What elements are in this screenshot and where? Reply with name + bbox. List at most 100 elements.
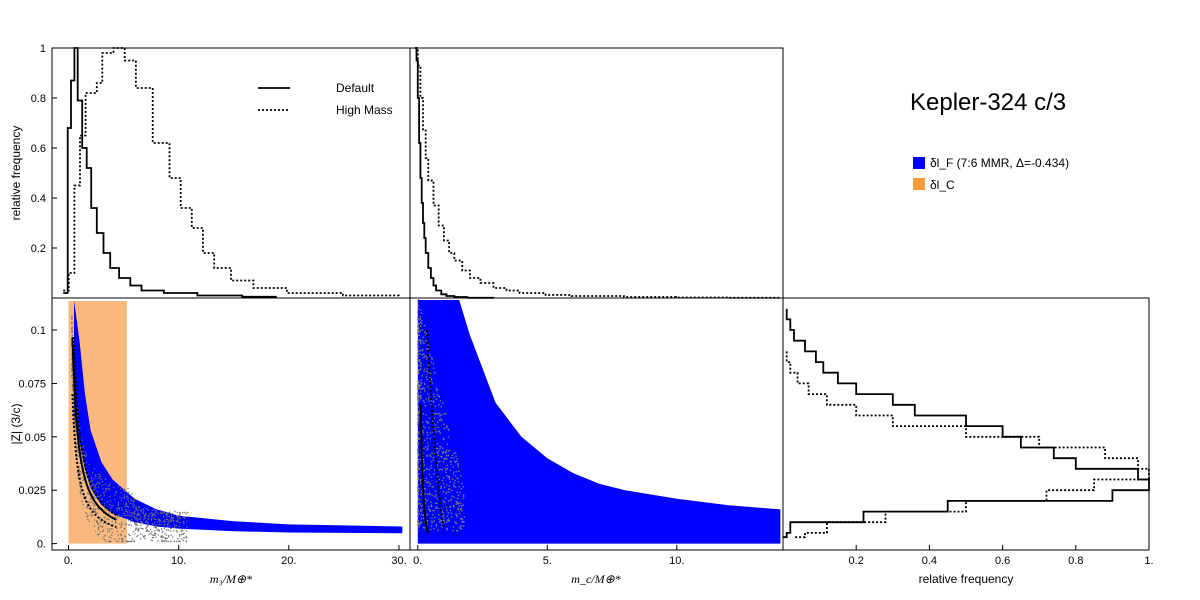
scatter-point bbox=[146, 530, 148, 532]
scatter-point bbox=[417, 510, 420, 512]
scatter-point bbox=[167, 540, 169, 543]
scatter-point bbox=[150, 528, 152, 531]
scatter-point bbox=[417, 325, 419, 327]
scatter-point bbox=[431, 356, 433, 359]
scatter-point bbox=[440, 487, 442, 490]
scatter-point bbox=[140, 538, 142, 540]
scatter-point bbox=[417, 432, 419, 435]
scatter-point bbox=[417, 451, 419, 453]
scatter-point bbox=[145, 508, 148, 510]
scatter-point bbox=[428, 468, 431, 471]
scatter-point bbox=[106, 523, 108, 525]
scatter-point bbox=[447, 518, 450, 520]
scatter-point bbox=[420, 365, 422, 368]
scatter-point bbox=[145, 521, 148, 523]
scatter-point bbox=[103, 522, 105, 524]
scatter-point bbox=[462, 497, 464, 500]
scatter-point bbox=[422, 526, 425, 529]
scatter-point bbox=[120, 499, 123, 501]
scatter-point bbox=[419, 391, 422, 393]
scatter-point bbox=[95, 483, 98, 485]
scatter-point bbox=[418, 467, 421, 470]
scatter-point bbox=[90, 476, 92, 478]
scatter-point bbox=[457, 507, 460, 509]
scatter-point bbox=[453, 504, 455, 507]
scatter-point bbox=[433, 520, 436, 522]
scatter-point bbox=[76, 446, 79, 448]
scatter-point bbox=[445, 449, 448, 451]
scatter-point bbox=[435, 431, 438, 433]
scatter-point bbox=[458, 526, 461, 529]
scatter-point bbox=[436, 443, 439, 445]
scatter-point bbox=[419, 341, 422, 344]
scatter-point bbox=[167, 513, 169, 515]
scatter-point bbox=[94, 486, 96, 488]
scatter-point bbox=[417, 398, 419, 401]
scatter-point bbox=[131, 538, 133, 540]
scatter-point bbox=[115, 521, 117, 523]
scatter-point bbox=[137, 506, 139, 508]
scatter-point bbox=[427, 393, 429, 395]
scatter-point bbox=[110, 540, 112, 543]
scatter-point bbox=[176, 520, 178, 522]
scatter-point bbox=[165, 513, 167, 516]
scatter-point bbox=[426, 348, 428, 350]
scatter-point bbox=[120, 492, 122, 494]
scatter-point bbox=[124, 490, 126, 493]
scatter-point bbox=[74, 428, 76, 430]
scatter-point bbox=[123, 494, 126, 496]
scatter-point bbox=[422, 336, 425, 339]
scatter-point bbox=[82, 503, 85, 506]
scatter-point bbox=[424, 492, 426, 495]
scatter-point bbox=[169, 525, 171, 527]
scatter-point bbox=[162, 512, 164, 514]
scatter-point bbox=[130, 520, 132, 523]
scatter-point bbox=[427, 398, 430, 401]
scatter-point bbox=[129, 515, 131, 517]
scatter-point bbox=[117, 503, 120, 505]
scatter-point bbox=[90, 499, 92, 501]
scatter-point bbox=[448, 506, 451, 508]
scatter-point bbox=[137, 530, 139, 532]
scatter-point bbox=[157, 518, 160, 521]
scatter-point bbox=[442, 437, 445, 440]
scatter-point bbox=[417, 358, 419, 361]
scatter-point bbox=[117, 502, 120, 504]
scatter-point bbox=[426, 513, 429, 515]
scatter-point bbox=[108, 484, 111, 487]
scatter-point bbox=[185, 530, 188, 532]
scatter-point bbox=[133, 539, 135, 542]
scatter-point bbox=[452, 473, 455, 476]
scatter-point bbox=[76, 414, 79, 417]
trend-curve bbox=[72, 337, 117, 516]
scatter-point bbox=[436, 451, 439, 454]
scatter-point bbox=[87, 514, 89, 516]
scatter-point bbox=[88, 520, 91, 522]
scatter-point bbox=[442, 500, 445, 502]
scatter-point bbox=[165, 537, 167, 539]
scatter-point bbox=[99, 473, 101, 475]
scatter-point bbox=[435, 525, 438, 527]
scatter-point bbox=[79, 462, 81, 464]
scatter-point bbox=[450, 463, 453, 466]
scatter-point bbox=[98, 524, 100, 526]
scatter-point bbox=[90, 501, 92, 503]
scatter-point bbox=[446, 491, 448, 493]
scatter-point bbox=[93, 483, 95, 486]
scatter-point bbox=[86, 492, 89, 495]
scatter-point bbox=[80, 488, 82, 490]
scatter-point bbox=[420, 379, 423, 381]
scatter-point bbox=[417, 441, 419, 444]
scatter-point bbox=[418, 525, 421, 528]
y-tick-label: 0.025 bbox=[18, 485, 46, 497]
scatter-point bbox=[71, 331, 73, 334]
scatter-point bbox=[420, 478, 422, 481]
series-line-high-mass bbox=[785, 351, 1150, 539]
scatter-point bbox=[154, 521, 156, 523]
scatter-point bbox=[450, 498, 453, 500]
scatter-point bbox=[103, 494, 106, 496]
scatter-point bbox=[418, 487, 421, 490]
scatter-point bbox=[421, 329, 424, 331]
scatter-point bbox=[128, 524, 130, 526]
scatter-point bbox=[151, 533, 153, 536]
